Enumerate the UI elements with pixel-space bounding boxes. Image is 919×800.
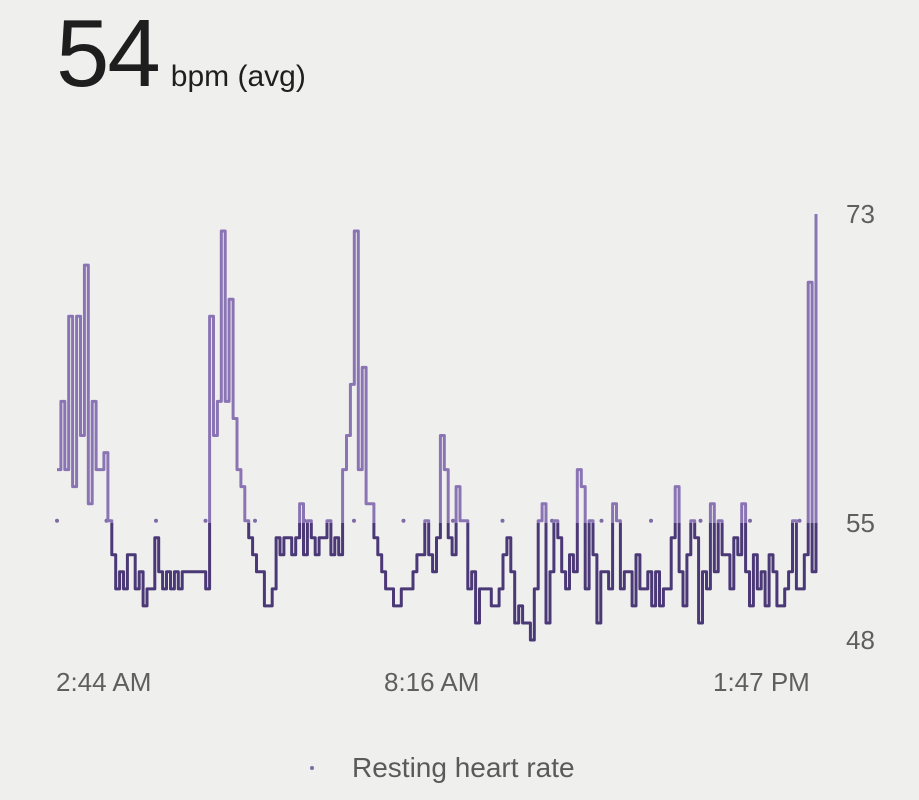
- heart-rate-line-above-resting: [57, 214, 818, 523]
- summary-header: 54 bpm (avg): [56, 6, 306, 102]
- resting-rate-dot: [748, 518, 752, 523]
- y-tick-label: 55: [846, 508, 875, 538]
- resting-rate-dot: [154, 518, 158, 523]
- resting-rate-dot: [797, 518, 802, 523]
- legend-dot-icon: [310, 766, 314, 770]
- x-tick-label: 8:16 AM: [384, 667, 479, 697]
- resting-rate-dot: [500, 518, 505, 523]
- x-tick-label: 2:44 AM: [56, 667, 151, 697]
- resting-rate-dot: [698, 518, 703, 523]
- resting-rate-dots: [55, 518, 802, 523]
- y-tick-label: 48: [846, 625, 875, 655]
- heart-rate-chart: 73 55 48 2:44 AM 8:16 AM 1:47 PM: [55, 199, 875, 697]
- average-bpm-value: 54: [56, 0, 161, 107]
- resting-rate-dot: [599, 518, 604, 523]
- resting-rate-dot: [649, 518, 653, 523]
- heart-rate-line-below-resting: [110, 523, 818, 642]
- y-tick-label: 73: [846, 199, 875, 229]
- resting-rate-dot: [352, 518, 356, 523]
- resting-rate-dot: [55, 518, 59, 523]
- chart-legend: Resting heart rate: [310, 752, 575, 784]
- legend-label: Resting heart rate: [352, 752, 575, 783]
- resting-rate-dot: [401, 518, 406, 523]
- bpm-unit-label: bpm (avg): [170, 60, 306, 93]
- resting-rate-dot: [253, 518, 257, 523]
- resting-rate-dot: [203, 518, 208, 523]
- x-tick-label: 1:47 PM: [713, 667, 810, 697]
- resting-rate-dot: [451, 518, 455, 523]
